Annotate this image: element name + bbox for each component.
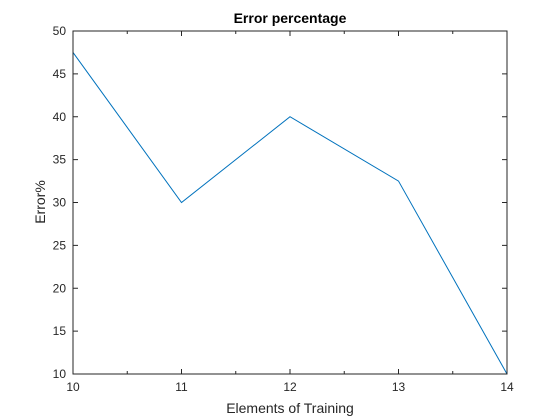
x-axis-title: Elements of Training — [226, 400, 354, 416]
x-tick-label: 12 — [283, 380, 297, 394]
chart-title: Error percentage — [234, 10, 347, 26]
y-axis-title: Error% — [32, 180, 48, 224]
y-tick-label: 20 — [53, 281, 67, 295]
y-tick-label: 40 — [53, 110, 67, 124]
plot-area — [73, 31, 507, 374]
y-tick-label: 35 — [53, 153, 67, 167]
y-tick-label: 50 — [53, 24, 67, 38]
y-tick-label: 25 — [53, 238, 67, 252]
y-tick-label: 15 — [53, 324, 67, 338]
x-tick-label: 10 — [66, 380, 80, 394]
y-tick-label: 30 — [53, 196, 67, 210]
x-tick-label: 14 — [500, 380, 514, 394]
y-tick-label: 10 — [53, 367, 67, 381]
x-tick-label: 11 — [175, 380, 188, 394]
y-tick-label: 45 — [53, 67, 67, 81]
x-tick-label: 13 — [392, 380, 406, 394]
